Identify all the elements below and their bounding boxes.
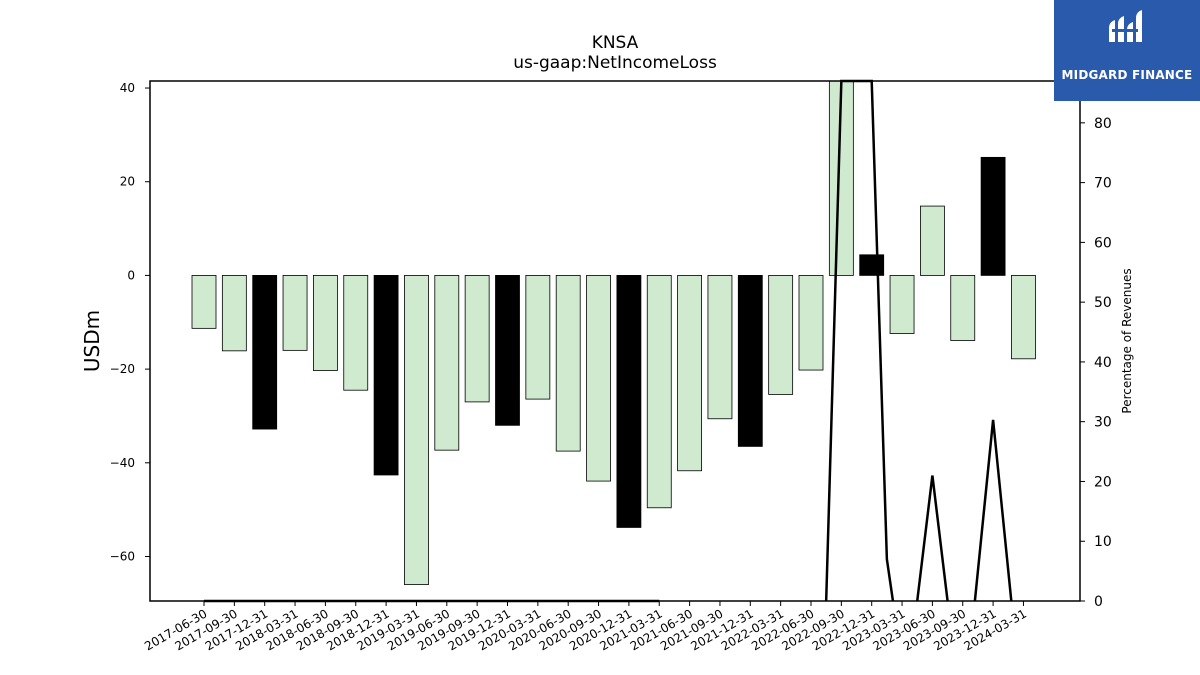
x-axis: 2017-06-302017-09-302017-12-312018-03-31… — [142, 601, 1029, 653]
y2-tick-label: 60 — [1094, 235, 1112, 251]
plot-frame — [149, 80, 1081, 602]
bar-2024-03-31 — [1011, 275, 1036, 360]
bar-2022-12-31 — [859, 254, 885, 276]
y2-tick-label: 10 — [1094, 534, 1112, 550]
y-axis-right: 0 10 20 30 40 50 60 70 80 — [1080, 116, 1112, 610]
y2-tick-label: 30 — [1094, 415, 1112, 431]
bar-2020-09-30 — [586, 275, 611, 482]
bar-2021-03-31 — [646, 275, 672, 509]
brand-logo: MIDGARD FINANCE — [1054, 0, 1200, 101]
bar-2020-06-30 — [555, 275, 581, 452]
y2-tick-label: 0 — [1094, 594, 1103, 610]
y-axis-left: 40 20 0 −20 −40 −60 — [110, 81, 150, 563]
bar-2020-03-31 — [525, 275, 551, 400]
y-tick-label: −60 — [110, 549, 135, 563]
line-segment-2 — [915, 475, 949, 602]
line-segment-3 — [973, 419, 1013, 602]
bar-2018-12-31 — [373, 275, 399, 476]
bar-2023-06-30 — [920, 205, 945, 276]
bar-2019-06-30 — [434, 275, 460, 451]
bar-2019-12-31 — [495, 275, 520, 426]
bar-2018-09-30 — [343, 275, 369, 391]
y2-tick-label: 20 — [1094, 474, 1112, 490]
bar-2023-09-30 — [950, 275, 976, 341]
y2-tick-label: 50 — [1094, 295, 1112, 311]
chart-title: KNSA — [592, 33, 639, 53]
y2-tick-label: 40 — [1094, 355, 1112, 371]
y-tick-label: 0 — [127, 268, 135, 282]
y-tick-label: 20 — [120, 175, 135, 189]
midgard-logo-icon — [1109, 10, 1142, 42]
y-tick-label: −20 — [110, 362, 135, 376]
bar-2018-06-30 — [312, 275, 338, 371]
y-axis-label-left: USDm — [80, 310, 104, 372]
y-tick-label: −40 — [110, 456, 135, 470]
bar-2017-06-30 — [191, 275, 217, 329]
bars-layer — [191, 80, 1036, 586]
bar-2018-03-31 — [282, 275, 308, 351]
y2-tick-label: 80 — [1094, 116, 1112, 132]
bar-2023-12-31 — [980, 156, 1006, 276]
y-axis-label-right: Percentage of Revenues — [1120, 268, 1134, 413]
brand-logo-text: MIDGARD FINANCE — [1061, 68, 1193, 82]
bar-2020-12-31 — [616, 275, 642, 528]
bar-2017-12-31 — [252, 275, 278, 430]
bar-2021-06-30 — [677, 275, 702, 472]
bar-2019-03-31 — [404, 275, 429, 586]
y2-tick-label: 70 — [1094, 176, 1112, 192]
bar-2017-09-30 — [221, 275, 247, 352]
bar-2022-06-30 — [798, 275, 824, 371]
y-tick-label: 40 — [120, 81, 135, 95]
bar-2021-12-31 — [737, 275, 763, 447]
chart-subtitle: us-gaap:NetIncomeLoss — [513, 53, 717, 73]
bar-2022-03-31 — [768, 275, 794, 395]
bar-2019-09-30 — [464, 275, 490, 403]
bar-2021-09-30 — [707, 275, 733, 420]
bar-2023-03-31 — [889, 275, 915, 334]
